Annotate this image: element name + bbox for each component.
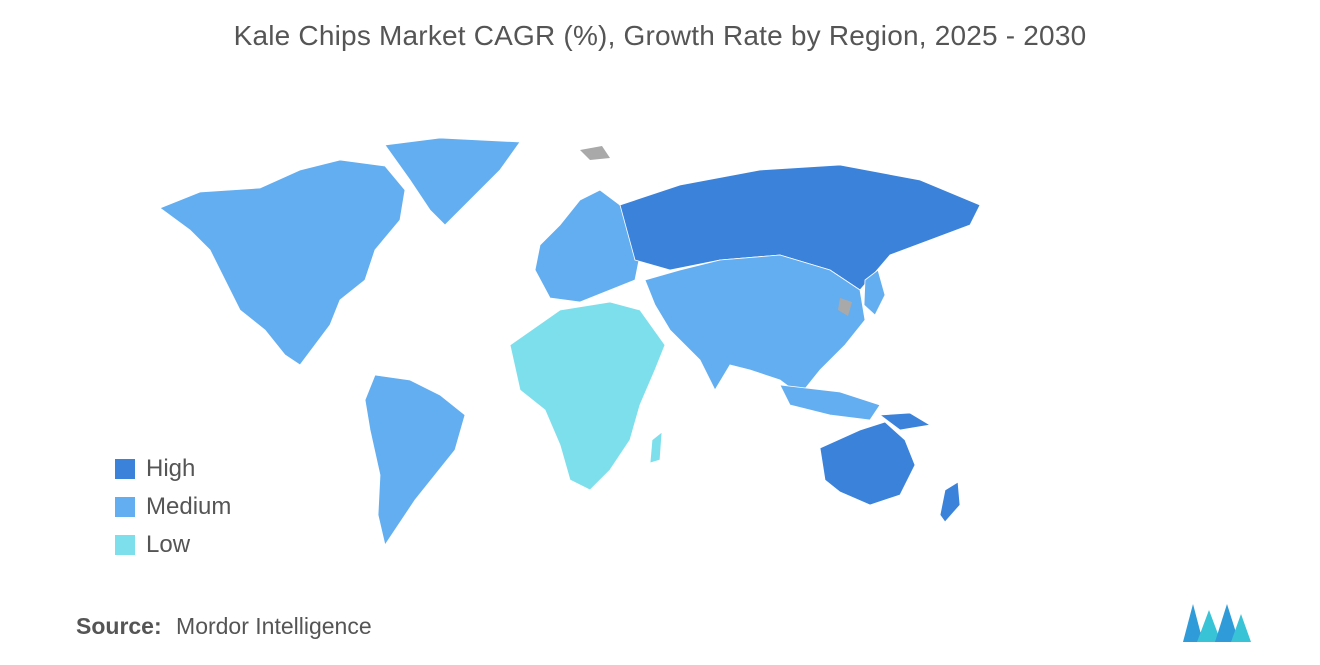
region-north-america — [159, 159, 406, 366]
legend: High Medium Low — [115, 450, 231, 564]
source-line: Source: Mordor Intelligence — [76, 613, 372, 640]
region-svalbard — [580, 146, 610, 160]
chart-title: Kale Chips Market CAGR (%), Growth Rate … — [233, 20, 1087, 51]
region-south-america — [364, 374, 466, 546]
region-new-guinea — [878, 412, 932, 431]
region-australia — [819, 421, 916, 506]
region-asia — [644, 254, 866, 396]
region-new-zealand — [939, 481, 961, 523]
world-map — [159, 137, 981, 546]
region-japan — [863, 269, 886, 316]
legend-label-high: High — [146, 455, 196, 482]
legend-swatch-medium — [115, 497, 135, 517]
legend-swatch-low — [115, 535, 135, 555]
legend-swatch-high — [115, 459, 135, 479]
legend-label-medium: Medium — [146, 493, 232, 520]
legend-item-low: Low — [115, 526, 231, 564]
region-southeast-asia — [779, 384, 881, 421]
mordor-intelligence-logo-icon — [1183, 604, 1251, 642]
legend-label-low: Low — [146, 531, 191, 558]
region-korea — [838, 298, 852, 316]
source-value: Mordor Intelligence — [176, 613, 372, 639]
region-greenland — [384, 137, 521, 226]
region-madagascar — [649, 431, 663, 464]
legend-item-medium: Medium — [115, 488, 231, 526]
region-middle-east-africa — [509, 301, 666, 491]
source-label: Source: — [76, 613, 162, 639]
legend-item-high: High — [115, 450, 231, 488]
region-russia — [619, 164, 981, 291]
